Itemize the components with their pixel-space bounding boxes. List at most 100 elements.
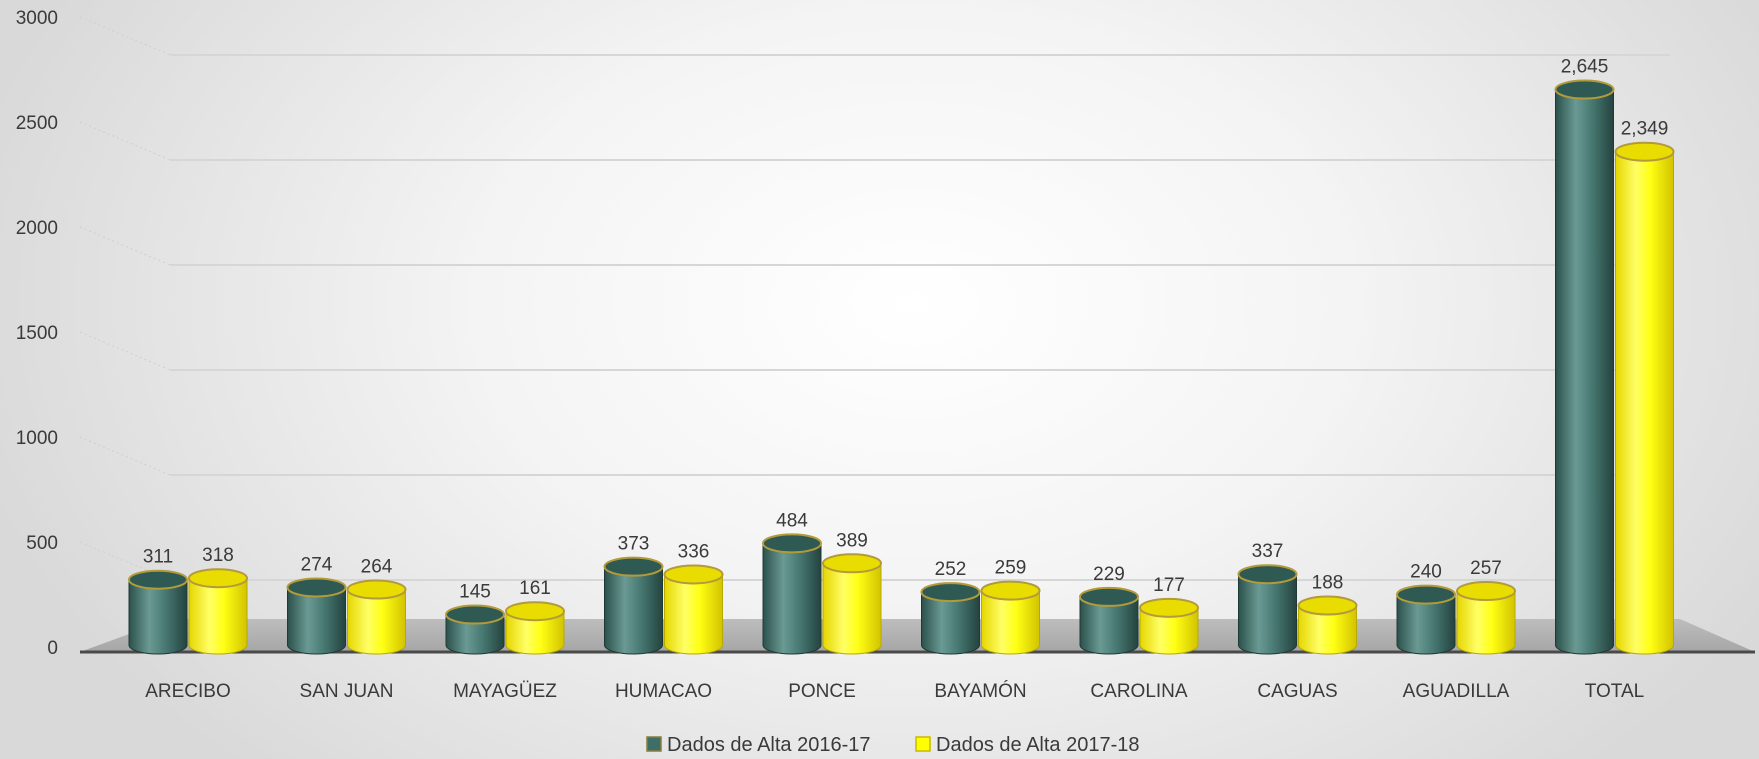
bar-2017-18	[1297, 595, 1358, 655]
bar-top	[980, 580, 1041, 601]
x-category-label: TOTAL	[1585, 681, 1644, 702]
x-category-label: CAROLINA	[1090, 681, 1187, 702]
y-tick-label: 2000	[16, 218, 58, 239]
legend-swatch-2017-18	[915, 736, 931, 752]
bar-2016-17	[762, 533, 822, 655]
bar-body	[981, 590, 1040, 655]
gridline-depth	[79, 436, 171, 476]
gridline-depth	[79, 226, 171, 266]
y-tick-label: 3000	[16, 8, 58, 29]
data-label: 2,349	[1621, 119, 1669, 140]
bar-body	[188, 577, 248, 655]
bar-2017-18	[505, 601, 565, 655]
bar-top	[1396, 584, 1456, 605]
data-label: 177	[1153, 575, 1185, 596]
legend-label: Dados de Alta 2017-18	[936, 734, 1140, 756]
gridlines	[79, 16, 1670, 581]
data-label: 259	[995, 558, 1027, 579]
y-tick-label: 500	[26, 533, 58, 554]
bar-body	[762, 542, 822, 655]
bar-2016-17	[603, 556, 664, 655]
data-label: 257	[1470, 558, 1502, 579]
bar-top	[188, 568, 248, 589]
bar-top	[1614, 141, 1675, 162]
bar-body	[1555, 89, 1614, 655]
bar-body	[445, 614, 505, 655]
bar-body	[664, 573, 723, 655]
x-category-label: HUMACAO	[615, 681, 712, 702]
data-label: 311	[143, 547, 173, 568]
bar-top	[1079, 586, 1139, 607]
y-tick-label: 2500	[16, 113, 58, 134]
x-category-label: SAN JUAN	[300, 681, 394, 702]
x-category-label: MAYAGÜEZ	[453, 681, 557, 702]
bar-2016-17	[1079, 586, 1139, 655]
bar-body	[822, 562, 882, 655]
bar-body	[921, 591, 980, 655]
bar-2016-17	[1554, 79, 1615, 655]
data-label: 484	[776, 510, 808, 531]
bar-body	[347, 589, 406, 655]
bar-body	[287, 586, 346, 655]
bar-top	[762, 533, 822, 554]
bars-group	[128, 79, 1675, 655]
bar-top	[1554, 79, 1615, 100]
bar-top	[822, 553, 882, 574]
data-label: 389	[836, 530, 868, 551]
data-label: 188	[1312, 573, 1344, 594]
bar-2016-17	[920, 582, 981, 655]
bar-top	[663, 564, 724, 585]
legend-swatch-2016-17	[646, 736, 662, 752]
gridline-depth	[79, 16, 171, 56]
x-category-label: PONCE	[788, 681, 856, 702]
bar-2017-18	[1614, 141, 1675, 655]
bar-2017-18	[822, 553, 882, 655]
data-label: 145	[459, 582, 491, 603]
bar-2016-17	[128, 569, 188, 655]
data-label: 274	[301, 554, 333, 575]
data-label: 337	[1252, 541, 1284, 562]
x-category-label: AGUADILLA	[1403, 681, 1510, 702]
bar-body	[505, 610, 565, 655]
data-label: 264	[361, 557, 393, 578]
x-category-label: ARECIBO	[145, 681, 231, 702]
bar-top	[286, 577, 347, 598]
bar-body	[1238, 573, 1297, 655]
bar-top	[128, 569, 188, 590]
bar-top	[505, 601, 565, 622]
x-category-label: BAYAMÓN	[934, 680, 1026, 702]
data-label: 229	[1093, 564, 1125, 585]
x-axis-categories: ARECIBO SAN JUAN MAYAGÜEZ HUMACAO PONCE BAYAM…	[145, 680, 1644, 702]
data-label: 240	[1410, 562, 1442, 583]
bar-body	[604, 566, 663, 655]
data-label: 252	[935, 559, 967, 580]
bar-top	[603, 556, 664, 577]
bar-body	[1615, 151, 1674, 655]
bar-2017-18	[663, 564, 724, 655]
gridline-depth	[79, 121, 171, 161]
y-tick-label: 0	[47, 638, 58, 659]
bar-top	[1139, 597, 1199, 618]
gridline-depth	[79, 331, 171, 371]
data-label: 318	[202, 545, 234, 566]
data-labels: 311 318 274 264 145 161 373 336 484 389 252 259 229 1…	[143, 57, 1668, 603]
data-label: 336	[678, 541, 710, 562]
y-axis-ticks: 0 500 1000 1500 2000 2500 3000	[16, 8, 58, 659]
y-tick-label: 1500	[16, 323, 58, 344]
bar-2016-17	[286, 577, 347, 655]
data-label: 2,645	[1561, 57, 1609, 78]
bar-2016-17	[1396, 584, 1456, 655]
bar-top	[346, 579, 407, 600]
legend-label: Dados de Alta 2016-17	[667, 734, 871, 756]
bar-body	[1139, 607, 1199, 655]
bar-2016-17	[445, 604, 505, 655]
bar-body	[1079, 596, 1139, 655]
y-tick-label: 1000	[16, 428, 58, 449]
bar-2017-18	[980, 580, 1041, 655]
bar-body	[1298, 605, 1357, 655]
bar-2017-18	[188, 568, 248, 655]
bar-top	[920, 582, 981, 603]
data-label: 161	[519, 578, 551, 599]
bar-body	[1456, 590, 1516, 655]
